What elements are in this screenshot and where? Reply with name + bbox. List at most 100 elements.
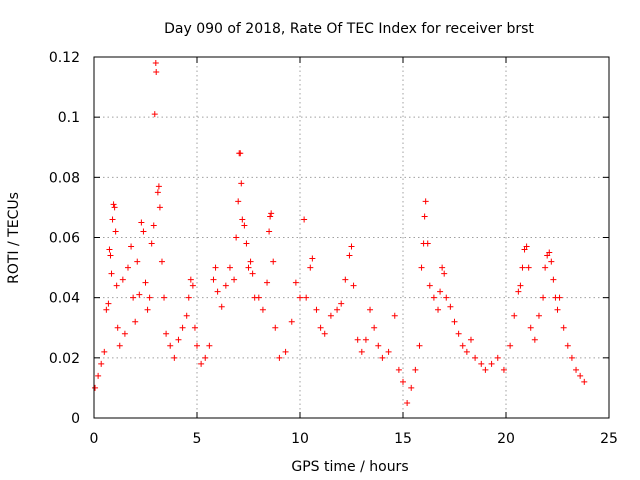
data-point xyxy=(194,342,200,349)
x-tick-label: 20 xyxy=(497,431,515,447)
data-point xyxy=(371,324,378,331)
data-point xyxy=(550,276,557,283)
y-tick-label: 0.04 xyxy=(49,291,80,307)
data-point xyxy=(189,282,196,289)
data-point xyxy=(235,198,242,205)
data-point xyxy=(515,288,522,295)
y-axis-label: ROTI / TECUs xyxy=(6,192,22,284)
data-point xyxy=(301,216,308,223)
data-point xyxy=(303,294,310,301)
x-tick-labels: 0 5 10 15 20 25 xyxy=(90,431,618,447)
y-tick-labels: 0 0.02 0.04 0.06 0.08 0.1 0.12 xyxy=(49,50,80,427)
data-point xyxy=(112,228,119,235)
data-point xyxy=(191,324,198,331)
data-point xyxy=(317,324,324,331)
data-point xyxy=(255,294,262,301)
y-tick-label: 0.08 xyxy=(49,170,80,186)
data-point xyxy=(439,264,446,271)
data-point xyxy=(119,276,126,283)
data-point xyxy=(270,258,277,265)
data-point xyxy=(400,378,406,385)
data-point xyxy=(266,228,273,235)
data-point xyxy=(151,111,158,118)
data-point xyxy=(482,366,489,373)
data-point xyxy=(158,258,165,265)
data-point xyxy=(297,294,303,301)
data-point xyxy=(418,264,425,271)
data-point xyxy=(152,60,159,67)
data-point xyxy=(134,258,141,265)
data-point xyxy=(239,216,246,223)
data-point xyxy=(478,360,485,367)
data-point xyxy=(132,318,139,325)
data-point xyxy=(245,264,252,271)
data-point xyxy=(272,324,279,331)
data-point xyxy=(136,291,143,298)
data-point xyxy=(327,312,334,319)
data-point xyxy=(379,354,386,361)
data-point xyxy=(488,360,495,367)
data-point xyxy=(517,282,524,289)
data-point xyxy=(146,294,153,301)
data-point xyxy=(106,246,113,253)
data-point xyxy=(113,282,120,289)
data-point xyxy=(218,303,225,310)
data-point xyxy=(395,366,402,373)
data-point xyxy=(362,336,369,343)
data-point xyxy=(404,399,411,406)
data-point xyxy=(467,336,474,343)
data-point xyxy=(455,330,462,337)
data-point xyxy=(560,324,567,331)
data-point xyxy=(554,306,561,313)
data-point xyxy=(313,306,320,313)
data-point xyxy=(98,360,105,367)
data-point xyxy=(142,279,149,286)
data-point xyxy=(101,348,108,355)
data-point xyxy=(346,252,353,259)
data-point xyxy=(354,336,361,343)
data-point xyxy=(267,213,274,220)
data-point xyxy=(385,348,392,355)
data-point xyxy=(519,264,526,271)
data-point xyxy=(105,300,112,307)
data-point xyxy=(338,300,345,307)
data-point xyxy=(540,294,547,301)
data-point xyxy=(163,330,170,337)
data-point xyxy=(183,312,190,319)
data-point xyxy=(451,318,458,325)
data-point xyxy=(494,354,501,361)
data-point xyxy=(276,354,283,361)
data-point xyxy=(171,354,178,361)
data-point xyxy=(416,342,423,349)
data-point xyxy=(95,372,102,379)
data-point xyxy=(292,279,299,286)
data-point xyxy=(111,204,118,211)
data-point xyxy=(391,312,398,319)
data-point xyxy=(138,219,145,226)
data-point xyxy=(144,306,151,313)
data-point xyxy=(507,342,514,349)
y-tick-label: 0.06 xyxy=(49,231,80,247)
data-point xyxy=(238,180,245,187)
data-point xyxy=(108,270,115,277)
x-tick-label: 15 xyxy=(394,431,412,447)
data-point xyxy=(155,183,162,190)
axis-ticks xyxy=(93,56,610,419)
data-point xyxy=(548,258,555,265)
data-point xyxy=(264,279,271,286)
data-point xyxy=(179,324,186,331)
data-point xyxy=(206,342,213,349)
data-point xyxy=(237,150,244,157)
data-point xyxy=(153,69,160,76)
chart-title: Day 090 of 2018, Rate Of TEC Index for r… xyxy=(164,21,534,37)
data-point xyxy=(249,270,256,277)
data-point xyxy=(435,306,442,313)
data-point xyxy=(154,189,161,196)
data-point xyxy=(124,264,131,271)
data-point xyxy=(421,213,428,220)
data-point xyxy=(544,252,551,259)
data-point xyxy=(535,312,542,319)
x-tick-label: 5 xyxy=(193,431,202,447)
x-tick-label: 10 xyxy=(291,431,309,447)
